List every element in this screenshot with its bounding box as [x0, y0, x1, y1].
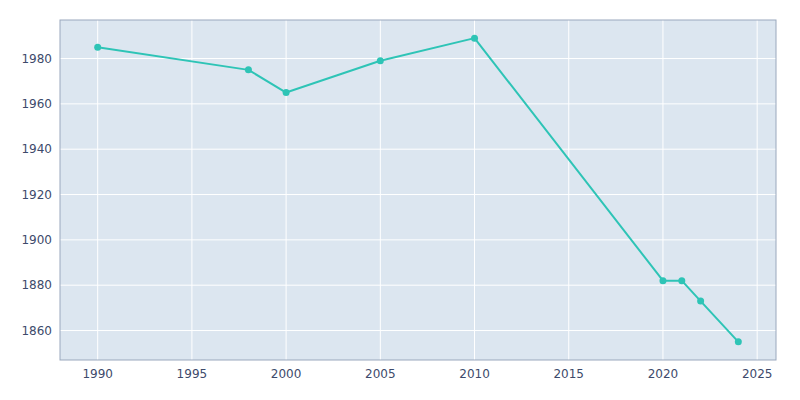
x-grid-line [380, 20, 381, 360]
x-grid-line [757, 20, 758, 360]
y-tick-label: 1860 [21, 324, 52, 338]
y-grid-line [60, 103, 776, 104]
y-tick-label: 1940 [21, 142, 52, 156]
point [697, 298, 704, 305]
x-grid-line [662, 20, 663, 360]
chart: 1990 1995 2000 2005 2010 2015 2020 2025 1860 1880… [0, 0, 800, 400]
series [94, 35, 742, 346]
y-grid-line [60, 149, 776, 150]
x-tick-label: 2000 [271, 367, 302, 381]
y-grid-line [60, 285, 776, 286]
x-tick-label: 2005 [365, 367, 396, 381]
y-tick-label: 1880 [21, 278, 52, 292]
plot-frame [60, 20, 776, 360]
x-tick-label: 1990 [82, 367, 113, 381]
y-grid-line [60, 239, 776, 240]
x-grid-line [474, 20, 475, 360]
point [678, 277, 685, 284]
x-grid-line [568, 20, 569, 360]
y-tick-label: 1900 [21, 233, 52, 247]
point [735, 338, 742, 345]
x-grid-line [97, 20, 98, 360]
x-tick-label: 2015 [553, 367, 584, 381]
point [471, 35, 478, 42]
plot-background [60, 20, 776, 360]
y-tick-label: 1960 [21, 97, 52, 111]
x-tick-label: 2020 [648, 367, 679, 381]
y-grid-line [60, 330, 776, 331]
y-tick-label: 1980 [21, 52, 52, 66]
x-tick-label: 2025 [742, 367, 773, 381]
point [283, 89, 290, 96]
axes: 1990 1995 2000 2005 2010 2015 2020 2025 1860 1880… [21, 52, 772, 381]
point [659, 277, 666, 284]
chart-container: 1990 1995 2000 2005 2010 2015 2020 2025 1860 1880… [0, 0, 800, 400]
x-grid-line [191, 20, 192, 360]
y-grid-line [60, 194, 776, 195]
x-tick-label: 2010 [459, 367, 490, 381]
line [98, 38, 739, 342]
y-tick-label: 1920 [21, 188, 52, 202]
x-tick-label: 1995 [177, 367, 208, 381]
x-grid-line [286, 20, 287, 360]
point [245, 66, 252, 73]
point [377, 57, 384, 64]
grid [60, 20, 776, 360]
point [94, 44, 101, 51]
